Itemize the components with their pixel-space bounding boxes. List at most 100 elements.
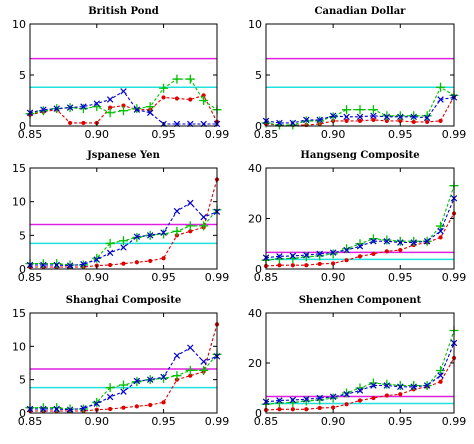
data-point <box>315 395 325 405</box>
series-line <box>265 357 455 411</box>
y-tick-label: 10 <box>12 18 26 31</box>
data-point <box>371 117 376 122</box>
data-point <box>106 393 114 401</box>
series-line <box>265 185 455 261</box>
data-point <box>288 120 298 130</box>
y-tick-label: 0 <box>255 263 262 276</box>
green-plus-series <box>25 74 222 119</box>
data-point <box>133 106 141 113</box>
data-point <box>145 102 155 112</box>
data-point <box>78 104 88 114</box>
data-point <box>436 366 446 375</box>
data-point <box>159 373 169 383</box>
series-line <box>265 198 455 259</box>
data-point <box>436 221 446 231</box>
blue-x-series <box>262 339 458 405</box>
data-point <box>185 365 195 375</box>
data-point <box>382 379 392 389</box>
data-point <box>437 372 444 379</box>
data-point <box>40 261 47 269</box>
blue-x-series <box>262 195 458 261</box>
data-point <box>438 118 443 123</box>
data-point <box>108 406 113 412</box>
data-point <box>371 251 376 256</box>
series-line <box>30 202 218 267</box>
data-point <box>108 105 113 110</box>
data-point <box>410 383 417 390</box>
data-point <box>342 244 352 254</box>
y-tick-label: 10 <box>12 196 26 209</box>
data-point <box>370 382 377 389</box>
data-point <box>187 199 194 207</box>
data-point <box>134 260 139 265</box>
chart-title: Jspanese Yen <box>86 150 161 161</box>
data-point <box>121 261 126 266</box>
x-tick-label: 0.85 <box>254 271 279 284</box>
data-point <box>199 365 209 375</box>
data-point <box>93 100 101 107</box>
data-point <box>174 96 180 101</box>
data-point <box>301 252 311 262</box>
data-point <box>356 243 364 250</box>
data-point <box>276 253 283 260</box>
data-point <box>328 249 338 259</box>
data-point <box>357 118 363 123</box>
data-point <box>395 236 405 246</box>
green-plus-series <box>261 82 459 130</box>
data-point <box>159 229 169 239</box>
data-point <box>67 120 73 126</box>
series-line <box>265 342 455 403</box>
y-tick-label: 0 <box>19 407 26 420</box>
data-point <box>201 93 206 98</box>
data-point <box>410 239 417 246</box>
data-point <box>397 239 404 246</box>
data-point <box>398 392 403 397</box>
data-point <box>146 109 154 116</box>
data-point <box>66 406 74 413</box>
data-point <box>38 259 48 269</box>
data-point <box>159 83 169 93</box>
x-tick-label: 0.95 <box>388 415 413 428</box>
data-point <box>119 106 128 116</box>
data-point <box>328 393 338 403</box>
data-point <box>108 262 113 268</box>
data-point <box>422 111 432 121</box>
data-point <box>329 393 337 400</box>
data-point <box>53 261 60 269</box>
data-point <box>344 402 349 407</box>
data-point <box>277 407 282 412</box>
y-tick-label: 0 <box>19 120 26 133</box>
x-tick-label: 0.90 <box>321 415 346 428</box>
red-dot-series <box>263 211 457 269</box>
data-point <box>80 103 87 110</box>
series-line <box>30 324 218 412</box>
data-point <box>81 120 86 126</box>
data-point <box>316 116 323 124</box>
data-point <box>304 263 309 268</box>
data-point <box>160 373 167 381</box>
blue-x-series <box>26 199 221 269</box>
data-point <box>395 111 405 121</box>
y-tick-label: 0 <box>255 407 262 420</box>
data-point <box>423 114 431 122</box>
x-tick-label: 0.85 <box>18 128 43 141</box>
axes-frame <box>29 312 218 414</box>
data-point <box>132 104 142 114</box>
data-point <box>398 118 403 123</box>
data-point <box>304 407 309 412</box>
green-plus-series <box>25 349 222 414</box>
data-point <box>105 383 115 393</box>
data-point <box>397 383 404 390</box>
chart-panel-2: Canadian Dollar 0.85 0.90 0.95 0.99 0 5 10 <box>248 6 466 141</box>
data-point <box>121 103 126 108</box>
data-point <box>303 116 310 124</box>
green-plus-series <box>25 205 222 270</box>
chart-panel-6: Shenzhen Component 0.85 0.90 0.95 0.99 0 20 40 <box>248 295 466 428</box>
chart-panel-3: Jspanese Yen 0.85 0.90 0.95 0.99 0 5 10 15 <box>12 150 229 284</box>
chart-panel-1: British Pond 0.85 0.90 0.95 0.99 0 5 10 <box>12 6 229 141</box>
x-tick-label: 0.99 <box>442 128 467 141</box>
data-point <box>105 238 115 248</box>
data-point <box>395 381 405 390</box>
data-point <box>355 105 365 115</box>
data-point <box>148 258 153 264</box>
